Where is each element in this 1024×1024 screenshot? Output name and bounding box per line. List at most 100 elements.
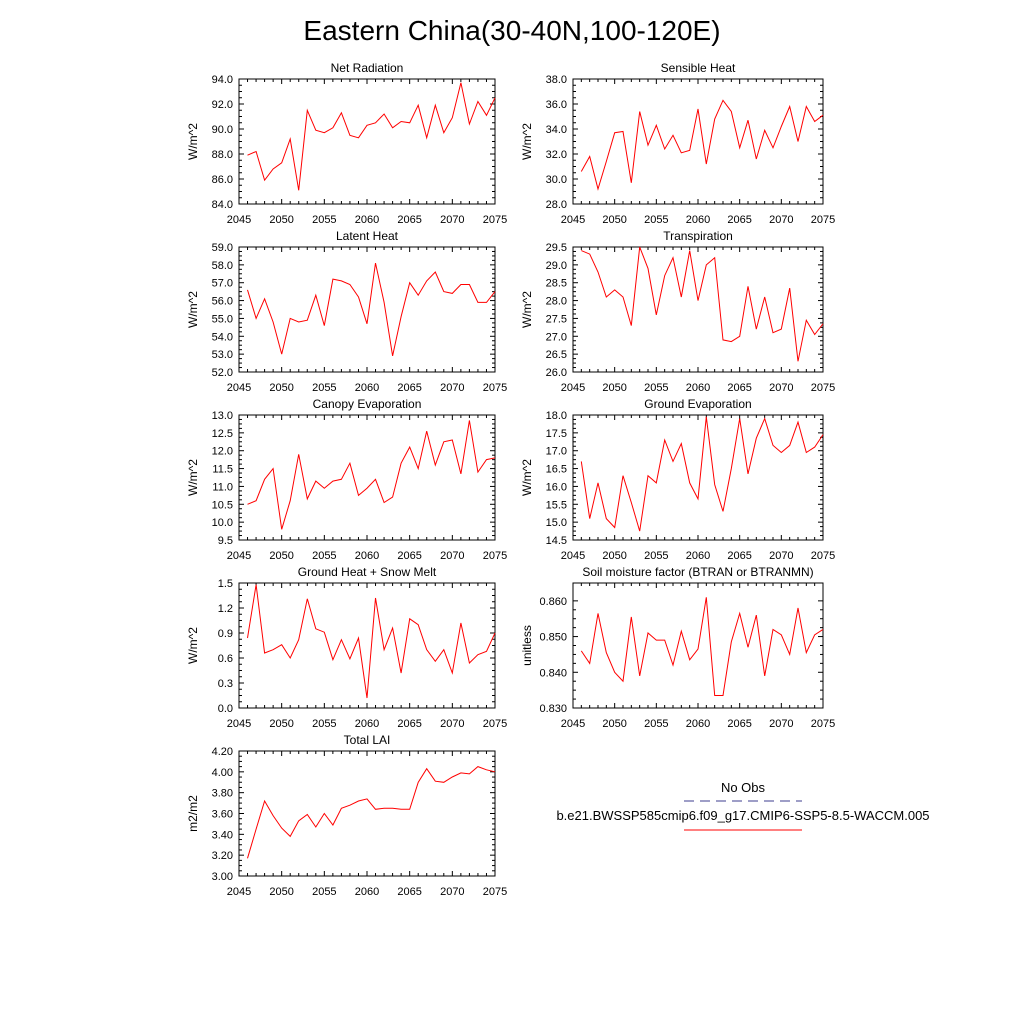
x-tick-label: 2070 — [440, 214, 464, 226]
y-tick-label: 90.0 — [212, 124, 233, 136]
y-tick-label: 14.5 — [546, 535, 567, 547]
plot-frame — [238, 750, 496, 877]
y-tick-label: 94.0 — [212, 74, 233, 86]
x-tick-label: 2075 — [483, 718, 507, 730]
panel-title: Transpiration — [663, 229, 733, 243]
x-tick-label: 2060 — [355, 886, 379, 898]
figure-title: Eastern China(30-40N,100-120E) — [303, 15, 720, 46]
y-tick-label: 32.0 — [546, 149, 567, 161]
x-tick-label: 2060 — [355, 550, 379, 562]
x-tick-label: 2060 — [355, 382, 379, 394]
y-tick-label: 28.5 — [546, 278, 567, 290]
y-tick-label: 57.0 — [212, 278, 233, 290]
y-tick-label: 0.840 — [539, 667, 567, 679]
y-tick-label: 11.0 — [212, 481, 233, 493]
x-tick-label: 2055 — [312, 718, 336, 730]
x-tick-label: 2060 — [355, 214, 379, 226]
panel-title: Latent Heat — [336, 229, 399, 243]
y-tick-label: 29.5 — [546, 242, 567, 254]
y-axis-label: W/m^2 — [520, 459, 534, 496]
x-tick-label: 2075 — [811, 550, 835, 562]
series-line — [580, 99, 824, 191]
x-tick-label: 2050 — [269, 886, 293, 898]
x-tick-label: 2065 — [397, 886, 421, 898]
x-tick-label: 2050 — [269, 214, 293, 226]
y-tick-label: 18.0 — [546, 410, 567, 422]
x-tick-label: 2070 — [440, 550, 464, 562]
x-tick-label: 2065 — [727, 550, 751, 562]
x-tick-label: 2045 — [227, 214, 251, 226]
y-tick-label: 0.0 — [218, 703, 233, 715]
x-tick-label: 2065 — [727, 382, 751, 394]
panel-ground-heat-snow-melt: Ground Heat + Snow Melt W/m^2 2045 2050 2055… — [186, 565, 507, 730]
series-line — [247, 82, 496, 191]
x-tick-label: 2055 — [644, 718, 668, 730]
x-tick-label: 2065 — [397, 550, 421, 562]
y-tick-label: 53.0 — [212, 349, 233, 361]
x-tick-label: 2055 — [312, 214, 336, 226]
plot-frame — [238, 414, 496, 541]
x-tick-label: 2070 — [440, 382, 464, 394]
panel-net-radiation: Net Radiation W/m^2 2045 2050 2055 2060 2065 20… — [186, 61, 507, 226]
x-tick-label: 2050 — [602, 382, 626, 394]
y-tick-label: 55.0 — [212, 313, 233, 325]
y-tick-label: 0.3 — [218, 678, 233, 690]
x-tick-label: 2050 — [602, 214, 626, 226]
x-tick-label: 2075 — [811, 382, 835, 394]
x-tick-label: 2045 — [561, 550, 585, 562]
y-axis-label: W/m^2 — [520, 291, 534, 328]
panel-sensible-heat: Sensible Heat W/m^2 2045 2050 2055 2060 2065 20… — [520, 61, 835, 226]
y-tick-label: 9.5 — [218, 535, 233, 547]
y-tick-label: 28.0 — [546, 199, 567, 211]
x-tick-label: 2050 — [602, 550, 626, 562]
x-tick-label: 2055 — [312, 382, 336, 394]
legend-obs-label: No Obs — [721, 780, 766, 795]
x-tick-label: 2045 — [227, 718, 251, 730]
y-tick-label: 84.0 — [212, 199, 233, 211]
y-tick-label: 34.0 — [546, 124, 567, 136]
y-axis-label: unitless — [520, 625, 534, 666]
y-axis-label: W/m^2 — [186, 123, 200, 160]
plot-frame — [238, 78, 496, 205]
series-line — [247, 420, 496, 530]
panel-title: Ground Heat + Snow Melt — [298, 565, 437, 579]
y-tick-label: 10.5 — [212, 499, 233, 511]
x-tick-label: 2045 — [227, 886, 251, 898]
panel-title: Soil moisture factor (BTRAN or BTRANMN) — [582, 565, 813, 579]
plot-frame — [238, 246, 496, 373]
x-tick-label: 2065 — [727, 718, 751, 730]
x-tick-label: 2055 — [644, 382, 668, 394]
x-tick-label: 2060 — [686, 214, 710, 226]
x-tick-label: 2065 — [727, 214, 751, 226]
panel-title: Sensible Heat — [661, 61, 736, 75]
series-line — [580, 416, 824, 532]
y-tick-label: 3.60 — [212, 809, 233, 821]
y-tick-label: 13.0 — [212, 410, 233, 422]
x-tick-label: 2045 — [561, 382, 585, 394]
y-tick-label: 26.5 — [546, 349, 567, 361]
x-tick-label: 2070 — [769, 718, 793, 730]
x-tick-label: 2075 — [483, 886, 507, 898]
x-tick-label: 2070 — [769, 550, 793, 562]
x-tick-label: 2075 — [811, 214, 835, 226]
y-tick-label: 3.40 — [212, 829, 233, 841]
y-tick-label: 88.0 — [212, 149, 233, 161]
y-tick-label: 56.0 — [212, 296, 233, 308]
y-tick-label: 15.0 — [546, 517, 567, 529]
x-tick-label: 2070 — [769, 214, 793, 226]
y-axis-label: W/m^2 — [186, 459, 200, 496]
y-tick-label: 29.0 — [546, 260, 567, 272]
y-tick-label: 4.20 — [212, 746, 233, 758]
x-tick-label: 2050 — [269, 718, 293, 730]
x-tick-label: 2055 — [644, 214, 668, 226]
y-axis-label: m2/m2 — [186, 795, 200, 832]
y-tick-label: 3.00 — [212, 871, 233, 883]
y-tick-label: 54.0 — [212, 331, 233, 343]
x-tick-label: 2045 — [227, 550, 251, 562]
x-tick-label: 2050 — [269, 550, 293, 562]
x-tick-label: 2065 — [397, 214, 421, 226]
x-tick-label: 2045 — [227, 382, 251, 394]
y-tick-label: 0.6 — [218, 653, 233, 665]
y-tick-label: 58.0 — [212, 260, 233, 272]
y-tick-label: 17.5 — [546, 428, 567, 440]
